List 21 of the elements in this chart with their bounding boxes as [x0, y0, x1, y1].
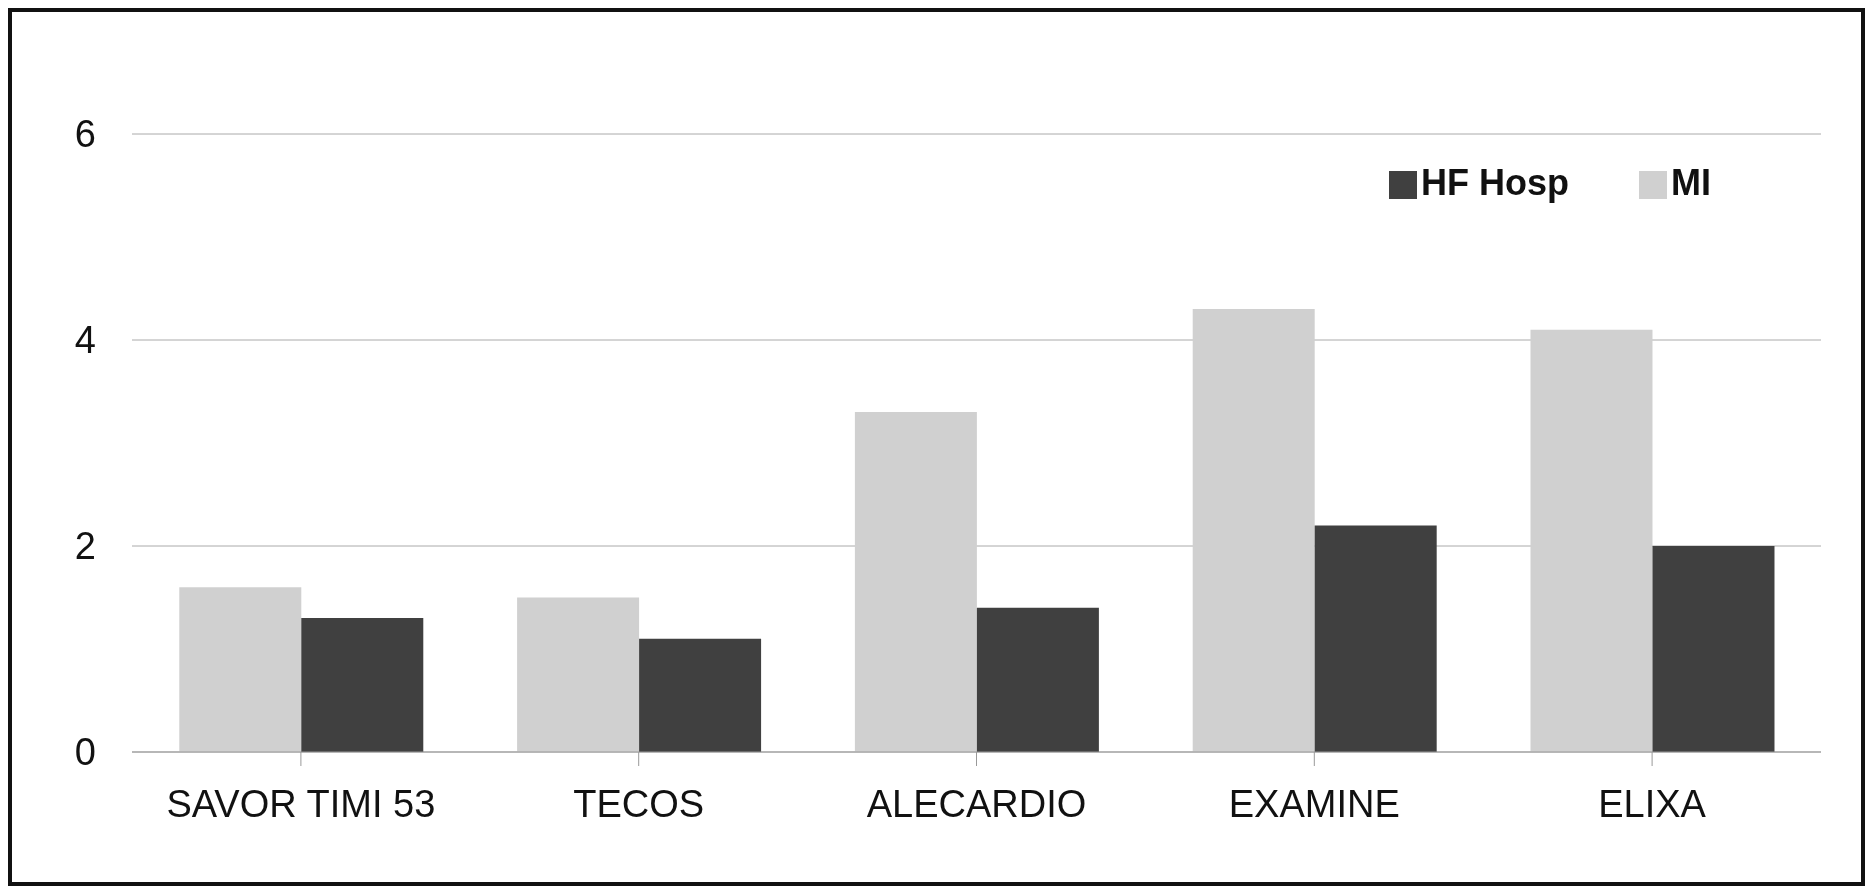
x-tick-label: ELIXA [1598, 782, 1707, 825]
x-tick-label: ALECARDIO [866, 782, 1087, 825]
bar [1314, 525, 1437, 752]
y-tick-label: 0 [74, 731, 96, 774]
y-tick-label: 4 [74, 319, 96, 362]
y-tick-label: 2 [74, 525, 96, 568]
bar [517, 597, 640, 752]
bar [1192, 309, 1315, 752]
bar [179, 587, 302, 752]
y-tick-label: 6 [74, 113, 96, 156]
x-tick-label: SAVOR TIMI 53 [166, 782, 436, 825]
bar [854, 412, 977, 752]
bar [1652, 546, 1775, 752]
x-tick-label: EXAMINE [1228, 782, 1400, 825]
bar [976, 607, 1099, 752]
x-tick-label: TECOS [573, 782, 705, 825]
legend-label: MI [1671, 162, 1711, 203]
bar [639, 638, 762, 752]
legend-label: HF Hosp [1421, 162, 1569, 203]
bar [1530, 329, 1653, 752]
bar [301, 618, 424, 752]
